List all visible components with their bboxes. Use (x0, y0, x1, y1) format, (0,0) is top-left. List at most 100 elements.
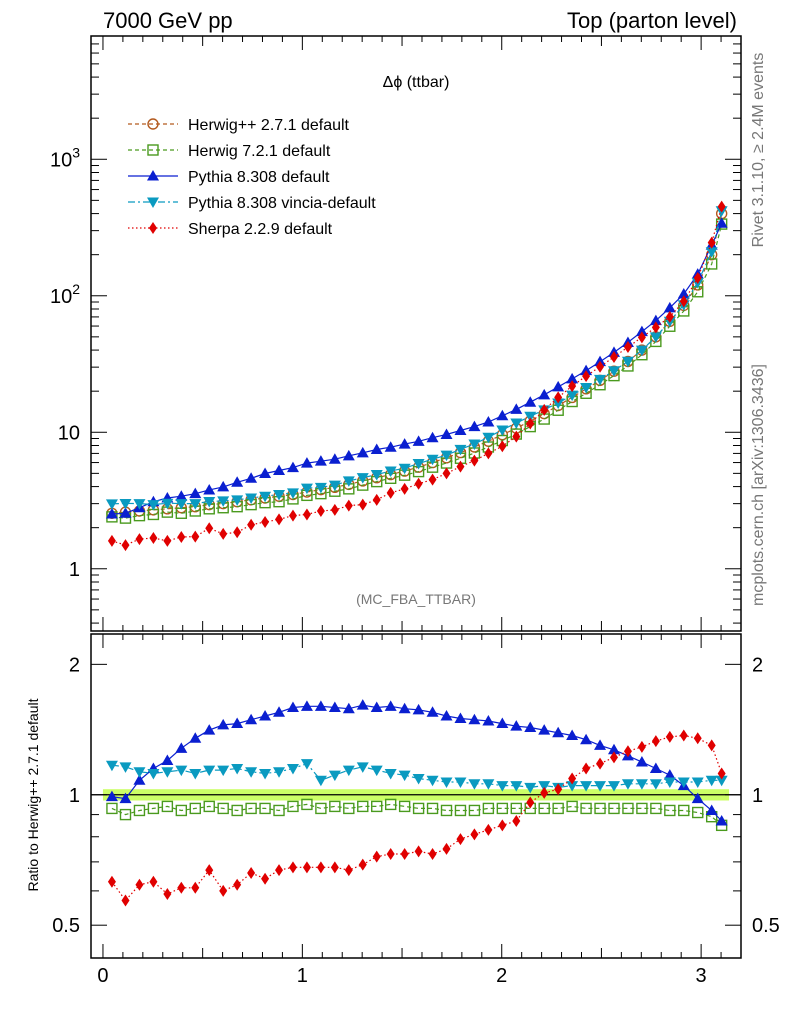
data-point (288, 861, 297, 874)
data-point (384, 466, 397, 478)
data-point (161, 498, 174, 510)
ratio-series-4 (107, 729, 726, 907)
legend-marker (147, 118, 159, 130)
data-point (498, 440, 507, 453)
data-point (259, 467, 272, 478)
data-point (300, 457, 313, 468)
data-point (316, 861, 325, 874)
data-point (328, 480, 341, 492)
data-point (454, 444, 467, 456)
data-point (635, 325, 648, 337)
mcplots-label: mcplots.cern.ch [arXiv:1306.3436] (750, 364, 767, 606)
series-line (111, 734, 723, 902)
data-point (512, 430, 521, 443)
data-point (412, 459, 425, 470)
data-point (524, 721, 537, 732)
y-tick-label-right: 0.5 (752, 915, 780, 937)
data-point (594, 802, 606, 815)
data-point (147, 768, 160, 780)
legend-marker (147, 144, 159, 156)
data-point (400, 482, 409, 495)
legend-label: Herwig 7.2.1 default (188, 143, 331, 160)
data-point (106, 802, 118, 815)
data-point (189, 802, 201, 815)
data-point (715, 775, 728, 787)
data-point (233, 878, 242, 891)
data-point (175, 765, 188, 777)
data-point (649, 762, 662, 773)
data-point (426, 802, 439, 815)
data-point (678, 804, 690, 817)
data-point (440, 428, 453, 439)
data-point (219, 884, 228, 897)
x-tick-label: 2 (496, 965, 507, 987)
data-point (398, 463, 411, 475)
data-point (273, 464, 286, 475)
data-point (568, 772, 577, 785)
data-point (482, 415, 495, 427)
legend-label: Sherpa 2.2.9 default (188, 221, 333, 238)
series-line (111, 222, 723, 515)
data-point (163, 888, 172, 901)
data-point (300, 483, 313, 495)
data-point (538, 802, 550, 815)
data-point (286, 488, 299, 499)
data-point (133, 767, 146, 778)
data-point (468, 804, 481, 817)
data-point (426, 454, 439, 466)
data-point (566, 781, 579, 792)
data-point (370, 765, 383, 777)
data-point (470, 454, 479, 467)
data-point (384, 798, 397, 811)
data-point (329, 800, 341, 813)
data-point (707, 236, 716, 249)
data-point (314, 455, 327, 466)
data-point (440, 450, 453, 462)
data-point (635, 756, 648, 767)
data-point (107, 534, 116, 547)
data-point (651, 735, 660, 748)
data-point (705, 247, 718, 258)
data-point (580, 781, 593, 792)
data-point (370, 701, 383, 713)
data-point (175, 499, 188, 510)
ratio-series-2 (105, 699, 728, 826)
data-point (715, 217, 728, 228)
data-point (259, 709, 272, 721)
data-point (566, 390, 579, 402)
data-point (608, 802, 620, 815)
data-point (484, 447, 493, 460)
data-point (286, 701, 299, 713)
data-point (189, 487, 202, 499)
data-point (344, 499, 353, 512)
data-point (273, 804, 285, 817)
data-point (357, 800, 369, 813)
data-point (275, 864, 284, 877)
data-point (135, 878, 144, 891)
data-point (105, 507, 118, 519)
data-point (384, 768, 397, 780)
y-tick-label: 10 (58, 422, 80, 444)
data-point (121, 894, 130, 907)
x-tick-label: 3 (696, 965, 707, 987)
data-point (426, 775, 439, 787)
data-point (664, 804, 676, 817)
data-point (314, 775, 327, 787)
data-point (231, 495, 244, 506)
header-right: Top (parton level) (567, 8, 737, 33)
data-point (623, 745, 632, 758)
data-point (398, 800, 411, 813)
data-point (649, 332, 662, 343)
data-point (412, 802, 425, 815)
data-point (231, 717, 244, 729)
series-4 (105, 206, 728, 511)
data-point (414, 477, 423, 490)
data-point (273, 767, 286, 778)
data-point (231, 476, 244, 487)
x-tick-label: 0 (97, 965, 108, 987)
data-point (470, 828, 479, 841)
data-point (717, 767, 726, 780)
data-point (231, 804, 243, 817)
data-point (454, 712, 467, 723)
data-point (342, 449, 355, 461)
